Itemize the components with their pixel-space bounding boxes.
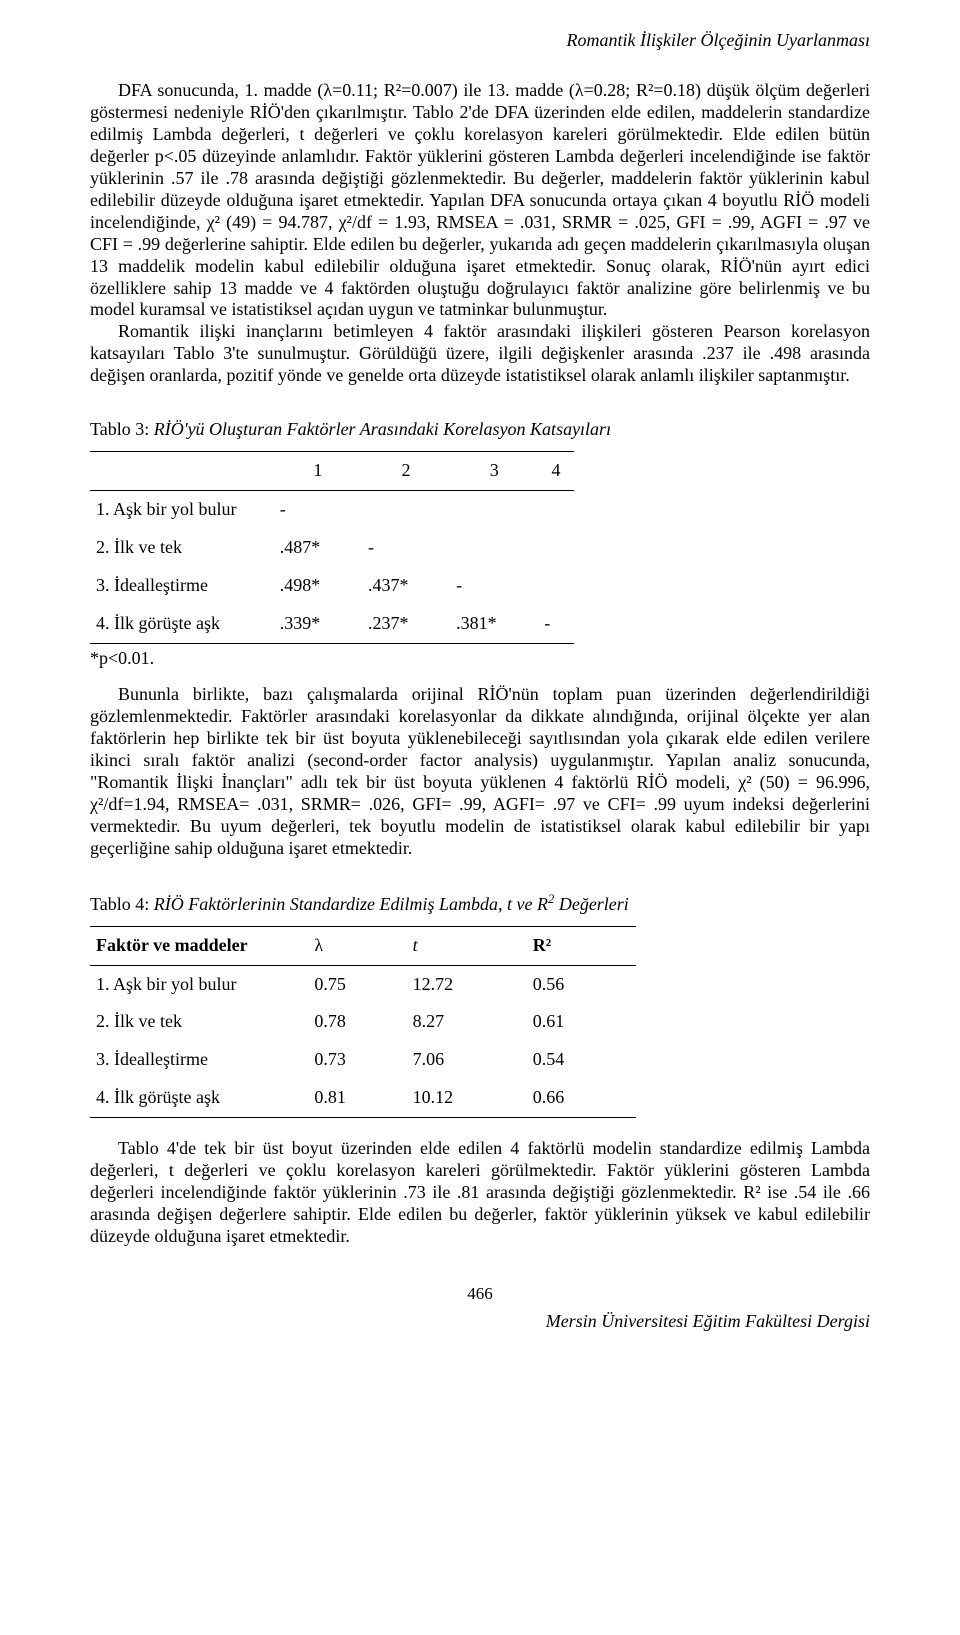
table3: 1 2 3 4 1. Aşk bir yol bulur - 2. İlk ve… xyxy=(90,451,574,644)
t3-r4-c4: - xyxy=(538,605,573,643)
t4-r1-t: 12.72 xyxy=(407,965,527,1003)
t3-r2-c3 xyxy=(450,529,538,567)
table4-h4: R² xyxy=(527,926,636,965)
t4-r3-t: 7.06 xyxy=(407,1041,527,1079)
t3-r3-c3: - xyxy=(450,567,538,605)
t3-r4-c1: .339* xyxy=(274,605,362,643)
t3-r2-label: 2. İlk ve tek xyxy=(90,529,274,567)
t4-r2-lambda: 0.78 xyxy=(308,1003,406,1041)
table4-caption-italic-2: Değerleri xyxy=(554,894,628,914)
t3-r1-c3 xyxy=(450,491,538,529)
t3-r2-c1: .487* xyxy=(274,529,362,567)
t3-r4-label: 4. İlk görüşte aşk xyxy=(90,605,274,643)
table4-h3: t xyxy=(407,926,527,965)
table4: Faktör ve maddeler λ t R² 1. Aşk bir yol… xyxy=(90,926,636,1119)
t4-r1-label: 1. Aşk bir yol bulur xyxy=(90,965,308,1003)
table-row: 3. İdealleştirme 0.73 7.06 0.54 xyxy=(90,1041,636,1079)
paragraph-3: Bununla birlikte, bazı çalışmalarda orij… xyxy=(90,684,870,860)
page-number: 466 xyxy=(90,1284,870,1305)
t3-r3-c2: .437* xyxy=(362,567,450,605)
t4-r3-label: 3. İdealleştirme xyxy=(90,1041,308,1079)
running-header: Romantik İlişkiler Ölçeğinin Uyarlanması xyxy=(90,30,870,52)
t3-r2-c4 xyxy=(538,529,573,567)
table-row: 1. Aşk bir yol bulur 0.75 12.72 0.56 xyxy=(90,965,636,1003)
table3-h0 xyxy=(90,452,274,491)
t3-r1-c4 xyxy=(538,491,573,529)
table3-note: *p<0.01. xyxy=(90,648,870,670)
paragraph-1: DFA sonucunda, 1. madde (λ=0.11; R²=0.00… xyxy=(90,80,870,321)
paragraph-2: Romantik ilişki inançlarını betimleyen 4… xyxy=(90,321,870,387)
table4-header-row: Faktör ve maddeler λ t R² xyxy=(90,926,636,965)
t3-r4-c2: .237* xyxy=(362,605,450,643)
t4-r1-lambda: 0.75 xyxy=(308,965,406,1003)
table3-h1: 1 xyxy=(274,452,362,491)
t4-r4-lambda: 0.81 xyxy=(308,1079,406,1117)
t4-r4-t: 10.12 xyxy=(407,1079,527,1117)
t3-r4-c3: .381* xyxy=(450,605,538,643)
table-row: 4. İlk görüşte aşk .339* .237* .381* - xyxy=(90,605,574,643)
table-row: 1. Aşk bir yol bulur - xyxy=(90,491,574,529)
paragraph-4: Tablo 4'de tek bir üst boyut üzerinden e… xyxy=(90,1138,870,1248)
table3-caption-prefix: Tablo 3: xyxy=(90,419,154,439)
t3-r3-c1: .498* xyxy=(274,567,362,605)
table4-caption-prefix: Tablo 4: xyxy=(90,894,154,914)
table4-h1: Faktör ve maddeler xyxy=(90,926,308,965)
table3-header-row: 1 2 3 4 xyxy=(90,452,574,491)
running-footer: Mersin Üniversitesi Eğitim Fakültesi Der… xyxy=(90,1311,870,1333)
t4-r3-lambda: 0.73 xyxy=(308,1041,406,1079)
t4-r2-t: 8.27 xyxy=(407,1003,527,1041)
t3-r1-label: 1. Aşk bir yol bulur xyxy=(90,491,274,529)
table3-caption: Tablo 3: RİÖ'yü Oluşturan Faktörler Aras… xyxy=(90,419,870,441)
table4-h2: λ xyxy=(308,926,406,965)
t3-r1-c1: - xyxy=(274,491,362,529)
t3-r2-c2: - xyxy=(362,529,450,567)
table3-h4: 4 xyxy=(538,452,573,491)
t4-r4-label: 4. İlk görüşte aşk xyxy=(90,1079,308,1117)
table4-caption: Tablo 4: RİÖ Faktörlerinin Standardize E… xyxy=(90,892,870,916)
table3-h3: 3 xyxy=(450,452,538,491)
table-row: 4. İlk görüşte aşk 0.81 10.12 0.66 xyxy=(90,1079,636,1117)
t3-r3-c4 xyxy=(538,567,573,605)
t4-r2-r2: 0.61 xyxy=(527,1003,636,1041)
table3-h2: 2 xyxy=(362,452,450,491)
t3-r1-c2 xyxy=(362,491,450,529)
t4-r3-r2: 0.54 xyxy=(527,1041,636,1079)
t4-r1-r2: 0.56 xyxy=(527,965,636,1003)
t4-r2-label: 2. İlk ve tek xyxy=(90,1003,308,1041)
table-row: 2. İlk ve tek 0.78 8.27 0.61 xyxy=(90,1003,636,1041)
t3-r3-label: 3. İdealleştirme xyxy=(90,567,274,605)
t4-r4-r2: 0.66 xyxy=(527,1079,636,1117)
table-row: 2. İlk ve tek .487* - xyxy=(90,529,574,567)
table-row: 3. İdealleştirme .498* .437* - xyxy=(90,567,574,605)
table4-caption-italic-1: RİÖ Faktörlerinin Standardize Edilmiş La… xyxy=(154,894,548,914)
table3-caption-italic: RİÖ'yü Oluşturan Faktörler Arasındaki Ko… xyxy=(154,419,611,439)
